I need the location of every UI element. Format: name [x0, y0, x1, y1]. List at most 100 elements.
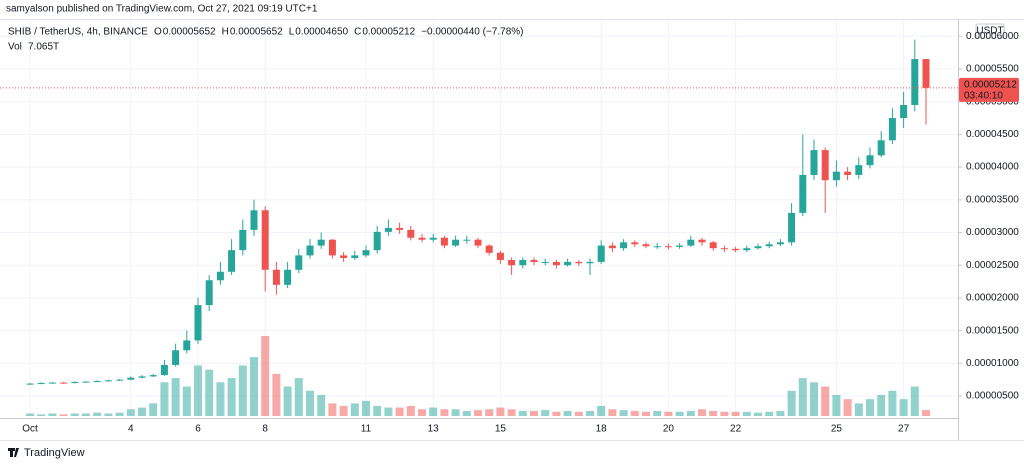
ohlc-value: 0.00005212 [362, 27, 415, 38]
x-tick-label: 18 [596, 424, 608, 435]
x-tick-label: 13 [428, 424, 440, 435]
volume-name: Vol [8, 42, 22, 53]
candle-body [597, 245, 605, 262]
x-tick-label: 4 [128, 424, 134, 435]
volume-bar [384, 407, 393, 416]
candle-body [687, 239, 695, 246]
volume-bar [642, 411, 650, 416]
candle-body [776, 242, 784, 245]
volume-bar [462, 410, 471, 416]
candle-body [620, 242, 628, 249]
volume-bar [530, 410, 538, 416]
candle-body [564, 261, 572, 266]
candle-body [295, 255, 303, 270]
candle-body [362, 250, 370, 256]
candle-body [351, 255, 359, 259]
candle-body [866, 155, 874, 166]
candle-body [205, 280, 213, 306]
candle-body [676, 245, 684, 247]
currency-box[interactable] [975, 23, 1005, 39]
candle-body [608, 245, 616, 249]
currency[interactable]: USDT [976, 26, 1003, 37]
volume-bar [608, 409, 617, 416]
volume-bar [429, 407, 438, 416]
candle-body [407, 229, 415, 238]
volume-bar [821, 386, 830, 416]
x-tick-label: 11 [361, 424, 372, 435]
volume-bar [922, 410, 930, 416]
candle-body [575, 261, 583, 264]
volume-bar [160, 382, 169, 416]
volume-bar [720, 411, 729, 416]
logo-icon[interactable] [8, 448, 19, 457]
candle-body [239, 229, 247, 251]
volume-bar [182, 386, 191, 416]
candle-body [844, 171, 852, 175]
candle-body [888, 118, 896, 141]
volume-bar [418, 409, 426, 416]
volume-bar [765, 411, 774, 416]
candle-body [496, 252, 504, 260]
volume-bar [149, 403, 158, 416]
volume-bar [317, 394, 326, 416]
volume-bar [238, 365, 247, 416]
ohlc-value: 0.00005652 [230, 27, 283, 38]
volume-bar [709, 410, 718, 416]
x-tick-label: Oct [22, 424, 38, 435]
candle-body [440, 237, 448, 246]
volume-bar [597, 405, 606, 416]
x-tick-label: 6 [195, 424, 201, 435]
volume-bar [115, 412, 124, 416]
y-tick-label: 0.00005000 [966, 96, 1019, 107]
x-tick-label: 8 [262, 424, 268, 435]
candle-body [732, 248, 740, 251]
volume-bar [866, 399, 874, 416]
volume-bar [272, 373, 281, 416]
candle-body [508, 259, 516, 266]
candle-body [149, 375, 157, 377]
volume-bar [518, 410, 527, 416]
candle-body [788, 212, 796, 243]
volume-bar [653, 410, 662, 416]
candle-body [306, 245, 314, 256]
candle-body [261, 210, 269, 270]
volume-bar [283, 386, 292, 416]
volume-bar [350, 403, 359, 416]
candle-body [530, 259, 538, 262]
candle-body [138, 376, 146, 378]
volume-bar [406, 405, 415, 416]
volume-bar [899, 399, 908, 416]
brand[interactable]: TradingView [24, 447, 85, 459]
volume-bar [362, 400, 370, 416]
candle-body [328, 239, 336, 256]
x-tick-label: 20 [663, 424, 675, 435]
volume-bar [664, 411, 673, 416]
candle-body [743, 248, 751, 251]
logo[interactable]: TradingView [8, 447, 85, 459]
volume-bar [698, 409, 706, 416]
candle-body [452, 239, 460, 246]
y-tick-label: 0.00003000 [966, 227, 1019, 238]
candle-body [799, 174, 807, 213]
volume-bar [742, 411, 751, 416]
ohlc-value: 0.00004650 [295, 27, 348, 38]
y-tick-label: 0.00002500 [966, 260, 1019, 271]
candle-body [60, 382, 68, 384]
ohlc-key: O [154, 27, 162, 38]
candle-body [631, 242, 639, 245]
volume-bar [373, 405, 382, 416]
marks [0, 39, 958, 416]
candle-body [26, 383, 34, 385]
volume-bar [877, 394, 886, 416]
candle-body [396, 227, 404, 230]
volume-bar [619, 410, 628, 416]
candle-body [709, 242, 717, 249]
volume-bar [854, 403, 863, 416]
candle-body [463, 239, 471, 241]
candle-body [172, 350, 180, 365]
candle-body [71, 381, 79, 383]
volume-bar [586, 410, 594, 416]
volume-bar [48, 413, 57, 416]
